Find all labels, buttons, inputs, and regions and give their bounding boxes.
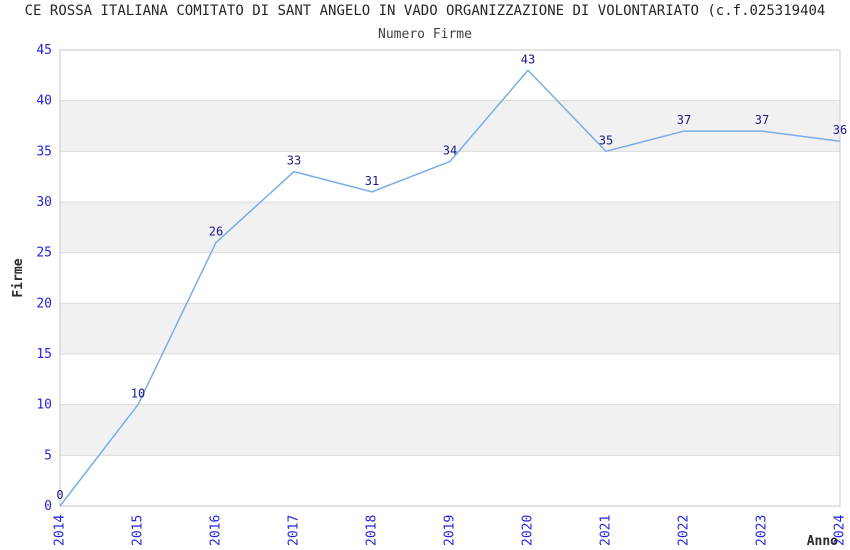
y-tick-label: 40 <box>36 94 52 109</box>
x-tick-label: 2021 <box>599 515 614 546</box>
x-tick-label: 2023 <box>755 515 770 546</box>
x-tick-label: 2015 <box>131 515 146 546</box>
data-label: 35 <box>599 133 613 147</box>
x-tick-label: 2022 <box>677 515 692 546</box>
data-label: 36 <box>833 123 847 137</box>
y-tick-label: 5 <box>44 448 52 463</box>
y-axis-title: Firme <box>11 258 26 297</box>
x-tick-label: 2014 <box>53 515 68 546</box>
data-label: 37 <box>677 113 691 127</box>
chart-subtitle: Numero Firme <box>378 27 472 42</box>
data-label: 10 <box>131 387 145 401</box>
x-tick-label: 2024 <box>833 515 848 546</box>
data-label: 37 <box>755 113 769 127</box>
y-tick-label: 15 <box>36 347 52 362</box>
y-tick-label: 20 <box>36 296 52 311</box>
data-label: 34 <box>443 143 457 157</box>
grid-band <box>60 404 840 456</box>
y-tick-label: 30 <box>36 195 52 210</box>
y-tick-label: 45 <box>36 43 52 58</box>
plot-border <box>59 49 841 507</box>
data-label: 0 <box>56 488 63 502</box>
y-tick-label: 0 <box>44 499 52 514</box>
x-tick-label: 2019 <box>443 515 458 546</box>
y-tick-label: 25 <box>36 246 52 261</box>
y-tick-label: 10 <box>36 398 52 413</box>
data-label: 26 <box>209 225 223 239</box>
x-tick-label: 2020 <box>521 515 536 546</box>
grid-band <box>60 100 840 152</box>
data-label: 33 <box>287 154 301 168</box>
data-label: 43 <box>521 52 535 66</box>
chart-title: CE ROSSA ITALIANA COMITATO DI SANT ANGEL… <box>24 3 826 19</box>
grid-band <box>60 202 840 253</box>
grid-band <box>60 303 840 354</box>
data-label: 31 <box>365 174 379 188</box>
series-line <box>59 69 841 507</box>
x-tick-label: 2017 <box>287 515 302 546</box>
x-axis-title: Anno <box>807 534 838 549</box>
x-tick-label: 2016 <box>209 515 224 546</box>
x-tick-label: 2018 <box>365 515 380 546</box>
y-tick-label: 35 <box>36 144 52 159</box>
